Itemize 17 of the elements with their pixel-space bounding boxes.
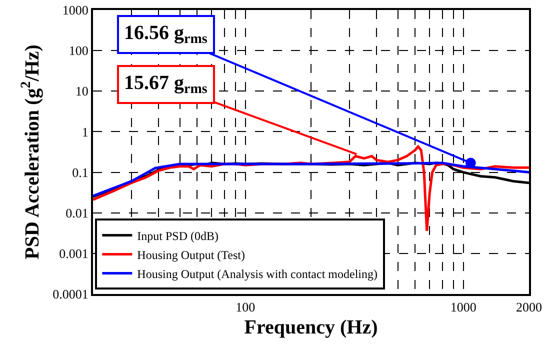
y-tick-label: 0.001 xyxy=(59,246,88,261)
x-axis-title: Frequency (Hz) xyxy=(244,316,378,339)
y-tick-label: 0.0001 xyxy=(52,286,88,302)
x-tick-label: 2000 xyxy=(516,300,542,315)
y-tick-label: 1 xyxy=(82,124,88,140)
annotation: 16.56 g$_{rms}$ xyxy=(124,22,208,48)
y-tick-label: 10 xyxy=(75,84,88,99)
annotation: 15.67 g$_{rms}$ xyxy=(124,72,208,98)
legend-label: Housing Output (Test) xyxy=(137,248,246,262)
y-tick-label: 1000 xyxy=(62,2,88,18)
legend-label: Housing Output (Analysis with contact modeling) xyxy=(137,266,378,281)
x-tick-label: 1000 xyxy=(450,300,476,315)
y-tick-label: 100 xyxy=(68,43,88,58)
legend-label: Input PSD (0dB) xyxy=(137,228,219,243)
y-tick-label: 0.01 xyxy=(66,205,88,220)
x-tick-label: 100 xyxy=(236,300,256,315)
y-tick-label: 0.1 xyxy=(72,164,88,180)
